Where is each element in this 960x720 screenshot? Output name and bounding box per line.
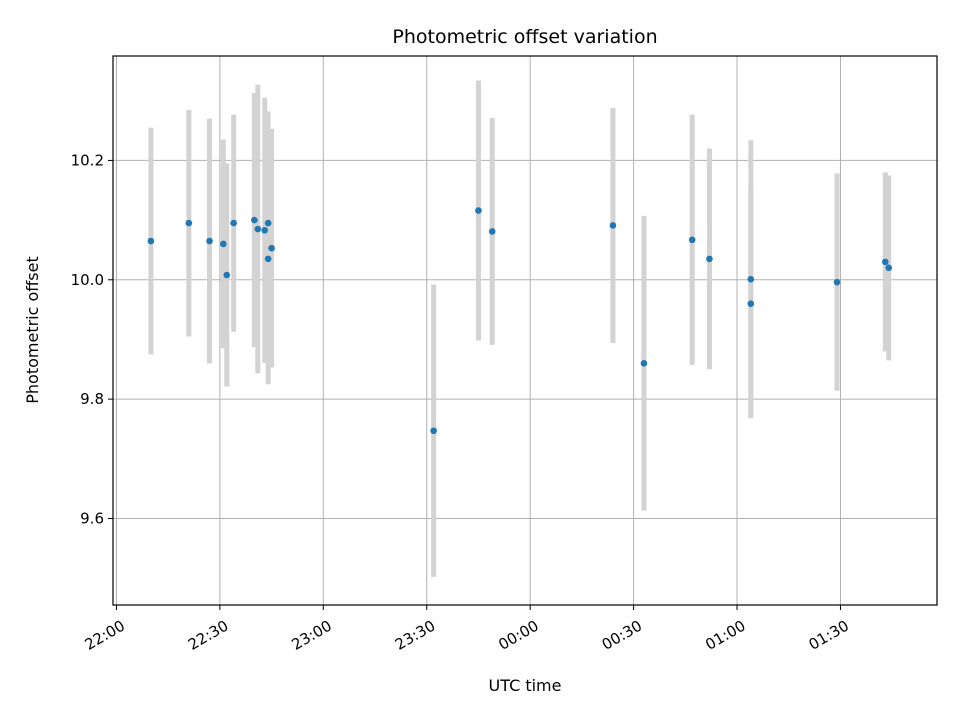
y-tick-label: 9.6 xyxy=(80,509,104,527)
y-tick-label: 10.0 xyxy=(71,271,104,289)
data-point xyxy=(223,271,231,279)
data-point xyxy=(220,240,227,248)
y-axis: 9.6 9.8 10.0 10.2 xyxy=(71,151,113,527)
data-point xyxy=(881,258,889,266)
data-point xyxy=(264,219,272,227)
data-point xyxy=(206,237,213,245)
data-point xyxy=(147,237,155,245)
data-point xyxy=(747,300,755,307)
data-point xyxy=(264,255,272,263)
data-point xyxy=(251,216,258,224)
y-tick-label: 9.8 xyxy=(80,390,104,408)
y-tick-label: 10.2 xyxy=(71,151,104,169)
data-point xyxy=(254,225,262,233)
data-point xyxy=(230,219,237,227)
data-point xyxy=(185,219,193,227)
data-points xyxy=(147,207,893,435)
data-point xyxy=(688,236,696,244)
x-axis-title: UTC time xyxy=(489,676,562,695)
data-point xyxy=(430,427,437,435)
data-point xyxy=(261,226,268,234)
data-point xyxy=(268,244,275,252)
chart-title: Photometric offset variation xyxy=(392,26,657,48)
plot-frame xyxy=(112,55,938,606)
data-point xyxy=(475,207,482,214)
data-point xyxy=(885,264,893,272)
data-point xyxy=(747,275,755,283)
data-point xyxy=(640,360,648,367)
data-point xyxy=(488,228,496,235)
plot-area xyxy=(113,56,937,605)
grid xyxy=(113,56,937,605)
y-axis-title: Photometric offset xyxy=(23,256,42,404)
data-point xyxy=(833,278,841,286)
data-point xyxy=(706,255,713,263)
data-point xyxy=(609,222,617,229)
